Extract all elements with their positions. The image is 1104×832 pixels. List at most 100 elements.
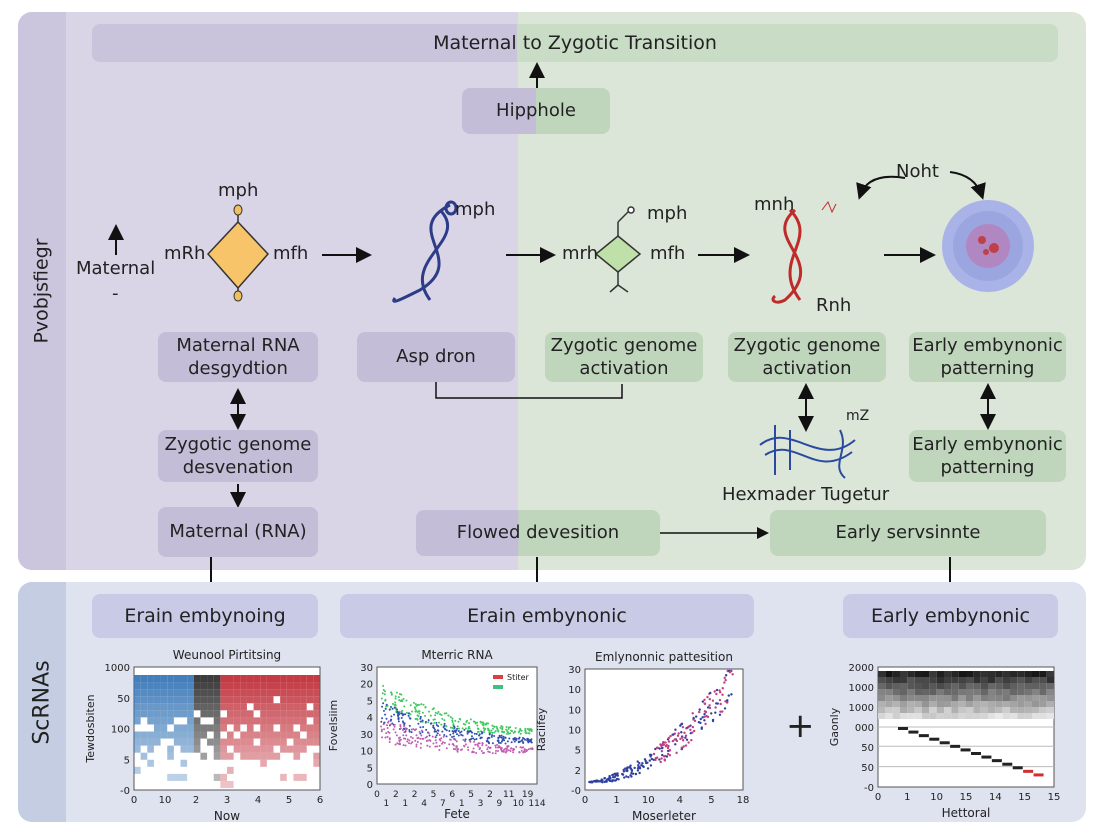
data-point [464,743,467,746]
heatmap-cell [958,677,966,683]
data-point [703,715,706,718]
heatmap-cell [273,738,281,746]
data-point [655,746,659,750]
data-point [506,730,509,733]
data-point [704,722,707,726]
data-point [454,748,457,751]
m1-right-label: mfh [273,243,309,264]
data-point [666,746,670,750]
data-point [488,733,491,736]
m3-left-label: mrh [562,243,599,264]
heatmap-cell [900,695,908,701]
data-point [500,736,503,739]
heatmap-cell [973,701,981,707]
heatmap-cell [878,707,886,713]
heatmap-cell [220,703,227,711]
data-point [382,684,385,687]
data-point [437,711,440,714]
data-point [453,726,456,729]
data-point [703,710,707,713]
data-point [503,739,506,742]
data-point [667,744,670,748]
data-point [529,747,532,750]
heatmap-cell [286,682,294,690]
heatmap-cell [1024,695,1032,701]
data-point [663,758,666,761]
data-point [404,728,407,731]
heatmap-cell [936,701,944,707]
heatmap-cell [180,745,188,753]
heatmap-cell [936,707,944,713]
data-point [417,703,420,706]
heatmap-cell [922,689,930,695]
data-point [512,731,515,734]
data-point [437,729,440,732]
data-point [383,728,386,731]
heatmap-cell [980,683,988,689]
heatmap-cell [227,731,234,739]
heatmap-cell [167,773,174,781]
data-point [672,733,675,736]
data-point [710,712,713,715]
data-point [692,729,696,733]
heatmap-mark [898,727,908,730]
heatmap-cell [260,710,267,718]
data-point [440,723,443,726]
y-tick-label: 50 [117,694,130,705]
data-point [664,741,667,744]
data-point [402,744,405,747]
data-point [441,741,444,744]
data-point [393,723,396,726]
heatmap-cell [167,717,174,725]
data-point [623,776,626,779]
data-point [493,731,496,734]
data-point [437,725,440,728]
data-point [429,722,432,725]
heatmap-cell [187,682,194,690]
data-point [721,687,724,690]
data-point [382,702,385,705]
data-point [723,707,727,710]
data-point [625,775,628,778]
x-tick-label: 15 [1018,792,1031,803]
heatmap-cell [980,677,988,683]
data-point [434,739,437,742]
data-point [674,743,677,746]
data-point [414,707,417,710]
maternal-label: Maternal [76,258,156,279]
heatmap-cell [293,731,301,739]
data-point [466,719,469,722]
heatmap-cell [892,683,900,689]
data-point [468,730,471,733]
data-point [419,715,422,718]
data-point [633,766,636,770]
data-point [427,721,430,724]
heatmap-cell [193,745,201,753]
heatmap-cell [293,717,301,725]
data-point [680,731,683,734]
heatmap-cell [951,707,959,713]
heatmap-cell [1010,689,1018,695]
data-point [687,741,690,744]
data-point [410,731,413,734]
data-point [524,727,527,730]
heatmap-cell [929,671,937,677]
data-point [393,713,396,716]
data-point [481,721,484,724]
data-point [393,725,396,728]
heatmap-cell [1046,671,1054,677]
data-point [472,737,475,740]
y-tick-label: 50 [861,763,874,774]
heatmap-cell [173,703,181,711]
data-point [491,727,494,730]
data-point [429,714,432,717]
heatmap-cell [293,675,301,683]
heatmap-cell [1046,695,1054,701]
heatmap-cell [246,689,254,697]
heatmap-cell [914,677,922,683]
heatmap-cell [220,724,227,732]
data-point [480,736,483,739]
box-label: Zygotic genome activation [733,334,881,379]
heatmap-cell [173,738,181,746]
data-point [625,769,628,773]
